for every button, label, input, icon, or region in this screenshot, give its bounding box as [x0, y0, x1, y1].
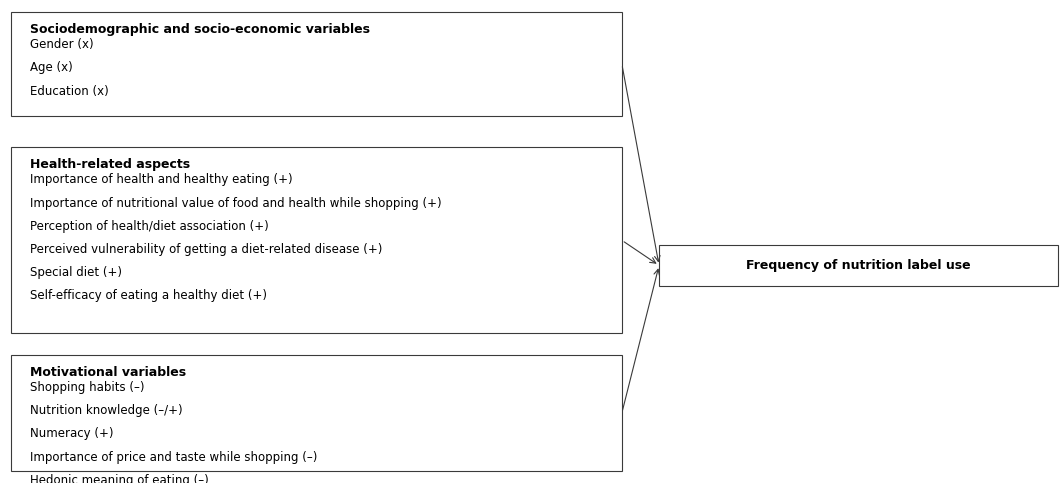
Text: Importance of nutritional value of food and health while shopping (+): Importance of nutritional value of food … — [30, 197, 441, 210]
Bar — [11, 12, 622, 116]
Bar — [11, 147, 622, 333]
Bar — [659, 245, 1058, 286]
Text: Perceived vulnerability of getting a diet-related disease (+): Perceived vulnerability of getting a die… — [30, 243, 382, 256]
Text: Hedonic meaning of eating (–): Hedonic meaning of eating (–) — [30, 474, 208, 483]
Text: Numeracy (+): Numeracy (+) — [30, 427, 114, 440]
Text: Age (x): Age (x) — [30, 61, 72, 74]
Text: Frequency of nutrition label use: Frequency of nutrition label use — [746, 259, 971, 272]
Text: Nutrition knowledge (–/+): Nutrition knowledge (–/+) — [30, 404, 183, 417]
Text: Shopping habits (–): Shopping habits (–) — [30, 381, 145, 394]
Text: Health-related aspects: Health-related aspects — [30, 158, 190, 171]
Text: Self-efficacy of eating a healthy diet (+): Self-efficacy of eating a healthy diet (… — [30, 289, 267, 302]
Text: Importance of price and taste while shopping (–): Importance of price and taste while shop… — [30, 451, 317, 464]
Text: Sociodemographic and socio-economic variables: Sociodemographic and socio-economic vari… — [30, 23, 370, 36]
Text: Gender (x): Gender (x) — [30, 38, 94, 51]
Text: Special diet (+): Special diet (+) — [30, 266, 122, 279]
Text: Motivational variables: Motivational variables — [30, 366, 186, 379]
Bar — [11, 355, 622, 471]
Text: Education (x): Education (x) — [30, 85, 108, 98]
Text: Perception of health/diet association (+): Perception of health/diet association (+… — [30, 220, 269, 233]
Text: Importance of health and healthy eating (+): Importance of health and healthy eating … — [30, 173, 292, 186]
